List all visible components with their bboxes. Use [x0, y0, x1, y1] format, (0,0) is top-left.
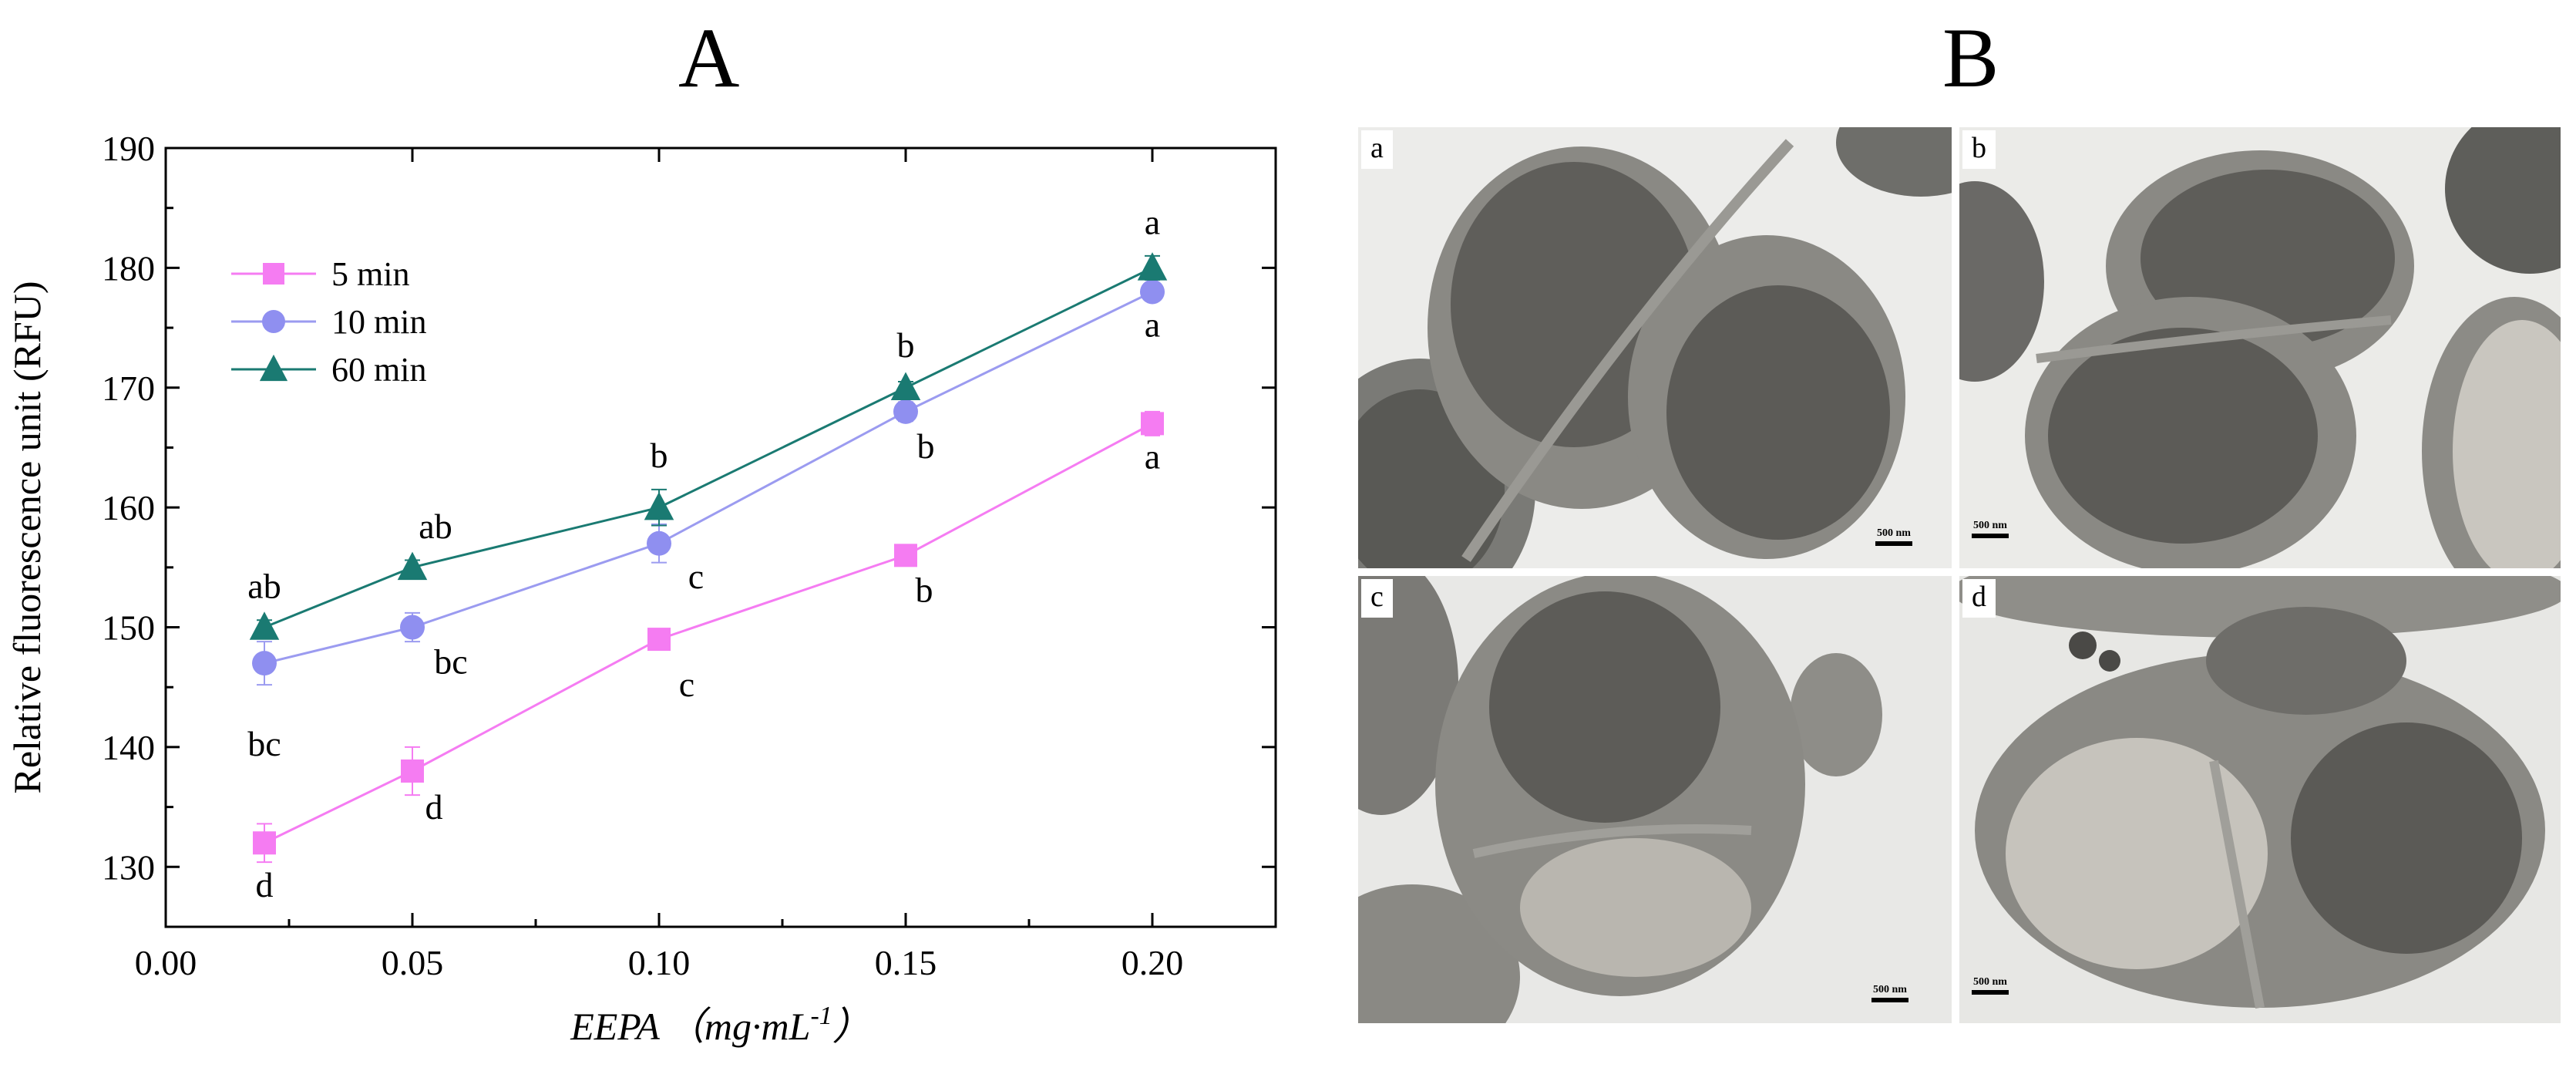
panel-label-b: B [1942, 11, 1999, 105]
data-point [647, 530, 671, 556]
y-tick-label: 170 [102, 369, 155, 408]
series-line-1 [264, 423, 1153, 844]
series-line-2 [264, 291, 1153, 665]
y-tick-label: 130 [102, 847, 155, 887]
data-point [397, 551, 428, 581]
micrograph-c-image [1358, 576, 1952, 1023]
data-point [1140, 279, 1165, 305]
micrograph-c-scale-label: 500 nm [1873, 984, 1907, 995]
micrograph-a-scale-bar: 500 nm [1871, 528, 1917, 546]
significance-letter: b [917, 426, 935, 466]
micrograph-b: b 500 nm [1959, 127, 2561, 568]
micrograph-b-scale-label: 500 nm [1973, 520, 2007, 531]
x-tick-label: 0.15 [875, 943, 937, 982]
y-tick-label: 180 [102, 248, 155, 288]
data-point [890, 372, 921, 401]
significance-letter: d [425, 787, 443, 827]
significance-letter: bc [247, 724, 281, 763]
micrograph-c-label: c [1361, 579, 1393, 618]
significance-letter: a [1145, 305, 1160, 344]
data-point [252, 651, 277, 676]
x-axis-title: EEPA （mg·mL-1） [570, 1002, 871, 1048]
micrograph-d-label: d [1962, 579, 1996, 618]
y-tick-label: 150 [102, 608, 155, 648]
micrograph-b-scale-line [1972, 534, 2009, 538]
y-axis-title: Relative fluorescence unit (RFU) [5, 281, 49, 793]
significance-letter: b [897, 325, 915, 365]
significance-letter: c [688, 557, 704, 596]
micrograph-d-scale-line [1972, 990, 2009, 995]
legend-label: 5 min [331, 255, 409, 293]
legend-marker [263, 263, 284, 285]
line-chart: 0.00 0.05 0.10 0.15 0.20 130 140 150 160 170 180 19… [5, 129, 1277, 1048]
x-tick-label: 0.05 [382, 943, 444, 982]
legend-marker [262, 310, 285, 333]
micrograph-d-image [1959, 576, 2561, 1023]
x-axis-title-main: EEPA [570, 1005, 660, 1048]
data-point [644, 491, 674, 520]
micrograph-c: c 500 nm [1358, 576, 1952, 1023]
micrograph-b-image [1959, 127, 2561, 568]
significance-letter: ab [419, 507, 452, 546]
significance-letter: d [256, 865, 274, 904]
micrograph-a-scale-line [1875, 541, 1912, 546]
data-point [249, 611, 280, 640]
data-point [894, 544, 917, 567]
significance-letter: b [916, 570, 933, 609]
micrograph-a-label: a [1361, 130, 1393, 169]
x-axis-title-unit: （mg·mL [666, 1005, 811, 1048]
legend-marker [259, 354, 288, 382]
x-axis-title-exponent: -1 [810, 1002, 832, 1030]
micrograph-d: d 500 nm [1959, 576, 2561, 1023]
micrograph-d-scale-bar: 500 nm [1967, 977, 2013, 995]
micrograph-a-image [1358, 127, 1952, 568]
y-tick-label: 190 [102, 129, 155, 168]
significance-letter: ab [247, 567, 281, 606]
legend-label: 60 min [331, 351, 426, 389]
panel-label-a: A [678, 11, 740, 105]
y-tick-label: 140 [102, 728, 155, 767]
x-tick-label: 0.20 [1122, 943, 1184, 982]
data-point [401, 759, 424, 783]
plot-frame [164, 147, 1277, 928]
micrograph-d-scale-label: 500 nm [1973, 976, 2007, 988]
micrograph-c-scale-line [1871, 998, 1908, 1002]
x-tick-label: 0.10 [628, 943, 691, 982]
significance-letter: a [1145, 202, 1160, 241]
data-point [647, 628, 671, 652]
y-tick-label: 160 [102, 488, 155, 527]
data-point [400, 615, 425, 640]
data-point [1137, 252, 1168, 281]
x-axis-title-close: ） [832, 1005, 871, 1048]
micrograph-b-label: b [1962, 130, 1996, 169]
micrograph-c-scale-bar: 500 nm [1867, 985, 1913, 1002]
data-point [1141, 412, 1164, 436]
significance-letter: b [651, 436, 668, 475]
x-tick-label: 0.00 [135, 943, 197, 982]
significance-letter: c [679, 665, 694, 704]
micrograph-a-scale-label: 500 nm [1877, 527, 1911, 539]
legend-label: 10 min [331, 303, 426, 341]
significance-letter: a [1145, 436, 1160, 476]
significance-letter: bc [434, 642, 467, 682]
data-point [253, 831, 276, 855]
micrograph-a: a 500 nm [1358, 127, 1952, 568]
micrograph-b-scale-bar: 500 nm [1967, 520, 2013, 538]
data-point [893, 399, 918, 424]
